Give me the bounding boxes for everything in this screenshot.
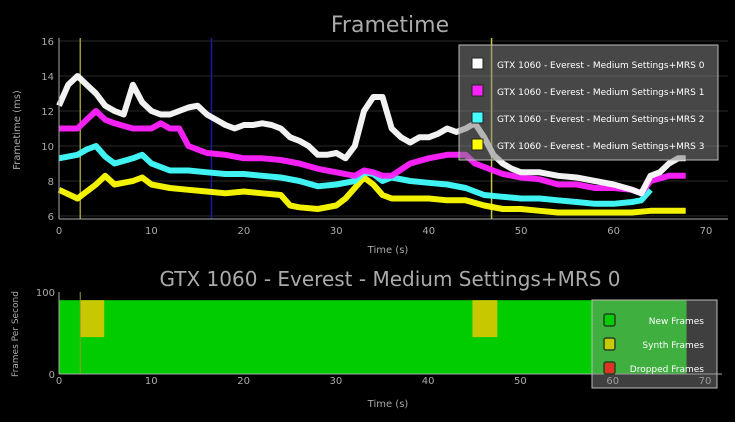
frametime-x-label: Time (s) (367, 245, 409, 256)
frametime-title: Frametime (331, 13, 449, 38)
new-frames-area (59, 300, 687, 374)
legend-label: GTX 1060 - Everest - Medium Settings+MRS… (497, 88, 704, 98)
x-tick-label: 70 (699, 376, 712, 387)
x-tick-label: 40 (422, 226, 435, 237)
legend-label: GTX 1060 - Everest - Medium Settings+MRS… (497, 115, 704, 125)
legend-box (458, 44, 719, 161)
x-tick-label: 20 (237, 376, 250, 387)
x-tick-label: 30 (330, 226, 343, 237)
legend-label: Dropped Frames (630, 365, 705, 375)
x-tick-label: 40 (422, 376, 435, 387)
legend-label: GTX 1060 - Everest - Medium Settings+MRS… (497, 142, 704, 152)
synth-frames-area (472, 300, 498, 338)
x-tick-label: 0 (56, 376, 62, 387)
legend-swatch (471, 111, 484, 124)
x-tick-label: 10 (145, 376, 158, 387)
y-tick-label: 14 (41, 72, 54, 83)
legend-swatch (471, 84, 484, 97)
fps-x-label: Time (s) (367, 399, 409, 410)
x-tick-label: 70 (700, 226, 713, 237)
y-tick-label: 6 (48, 212, 54, 223)
frametime-chart: Frametime Frametime (ms) Time (s) 6 8 10 12… (12, 13, 728, 256)
x-tick-label: 10 (145, 226, 158, 237)
fps-y-label: Frames Per Second (11, 291, 21, 377)
y-tick-label: 12 (41, 107, 54, 118)
y-tick-label: 8 (48, 177, 54, 188)
frametime-y-label: Frametime (ms) (12, 90, 23, 170)
y-tick-label: 100 (36, 288, 55, 299)
x-tick-label: 60 (606, 376, 619, 387)
y-tick-label: 0 (49, 370, 55, 381)
legend-swatch (603, 313, 616, 327)
legend-label: GTX 1060 - Everest - Medium Settings+MRS… (497, 61, 705, 71)
legend-swatch (603, 337, 616, 351)
x-tick-label: 50 (515, 226, 528, 237)
fps-legend: New Frames Synth Frames Dropped Frames (591, 299, 718, 389)
fps-title: GTX 1060 - Everest - Medium Settings+MRS… (160, 267, 621, 291)
legend-swatch (603, 361, 616, 375)
frametime-legend: GTX 1060 - Everest - Medium Settings+MRS… (458, 44, 719, 161)
series-line (59, 108, 686, 197)
x-tick-label: 20 (237, 226, 250, 237)
legend-label: Synth Frames (642, 341, 704, 351)
x-tick-label: 60 (607, 226, 620, 237)
series-line (58, 143, 653, 207)
x-tick-label: 30 (329, 376, 342, 387)
synth-frames-area (80, 300, 105, 338)
legend-label: New Frames (649, 317, 705, 327)
legend-swatch (471, 138, 484, 151)
series-line (57, 172, 686, 216)
y-tick-label: 16 (41, 37, 54, 48)
y-tick-label: 10 (41, 142, 54, 153)
legend-swatch (471, 57, 484, 70)
x-tick-label: 50 (514, 376, 527, 387)
x-tick-label: 0 (56, 226, 62, 237)
fps-chart: GTX 1060 - Everest - Medium Settings+MRS… (11, 267, 722, 410)
series-line (56, 73, 686, 197)
